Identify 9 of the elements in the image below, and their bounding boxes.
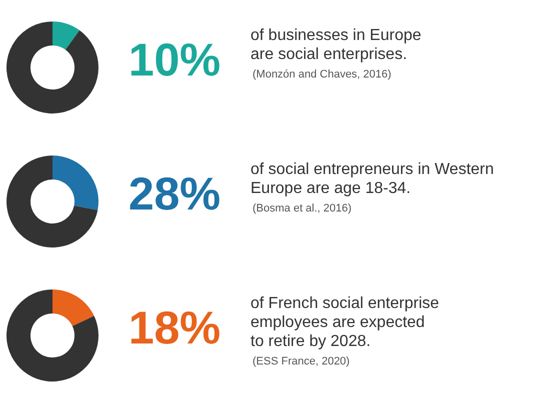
text: of French social enterprise employees are expected to retire by 2028. (250, 295, 440, 350)
text: of social entrepreneurs in Western Europe are age 18-34. (250, 161, 494, 197)
chart-title: 10% (128, 34, 221, 86)
chart-title: 18% (128, 302, 221, 354)
chart-title: 28% (128, 168, 221, 220)
text: of businesses in Europe are social enterprises. (250, 27, 422, 63)
text: (ESS France, 2020) (252, 356, 350, 368)
text: (Monzón and Chaves, 2016) (252, 68, 392, 80)
text: (Bosma et al., 2016) (252, 202, 352, 214)
